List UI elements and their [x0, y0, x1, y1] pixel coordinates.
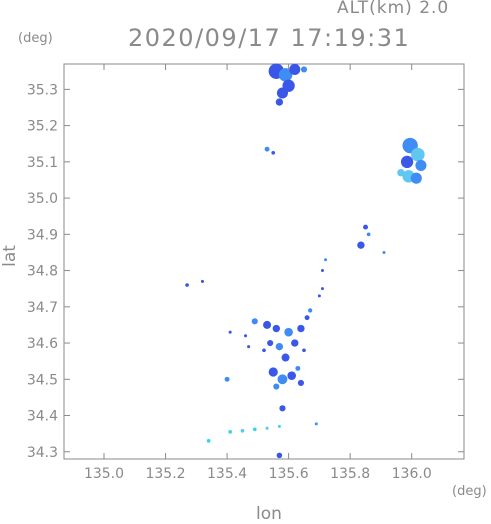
y-tick-label: 34.9 — [27, 227, 58, 243]
echo-cell — [308, 308, 313, 313]
plot-frame — [63, 63, 465, 460]
echo-cell — [262, 348, 266, 353]
echo-cell — [252, 427, 257, 432]
echo-cell — [278, 68, 293, 82]
y-tick-label: 34.5 — [27, 372, 58, 388]
echo-cell — [287, 371, 297, 380]
echo-cell — [314, 422, 318, 426]
echo-cell — [415, 159, 427, 172]
echo-cell — [277, 374, 288, 385]
echo-cell — [277, 424, 281, 428]
x-tick-label: 135.4 — [207, 466, 247, 482]
echo-cell — [279, 405, 286, 412]
tick-layer: 135.0 135.2 135.4 135.6 135.8 136.0 34.3 34.4 34… — [27, 64, 464, 482]
y-tick-label: 35.2 — [27, 119, 58, 135]
x-tick-label: 136.0 — [392, 466, 432, 482]
echo-cell — [363, 224, 368, 230]
datetime-title: 2020/09/17 17:19:31 — [128, 24, 411, 52]
echo-cell — [297, 324, 305, 333]
echo-cell — [297, 379, 304, 386]
echo-cell — [291, 339, 299, 347]
echo-cell — [267, 339, 274, 347]
echo-cell — [224, 376, 230, 382]
echo-cell — [244, 334, 248, 338]
echo-cell — [304, 315, 310, 321]
echo-cell — [247, 345, 251, 349]
y-unit-label: (deg) — [18, 31, 53, 46]
echo-cell — [411, 147, 425, 162]
echo-cell — [263, 320, 272, 329]
x-tick-label: 135.8 — [330, 466, 370, 482]
y-tick-label: 35.0 — [27, 191, 58, 207]
echo-cell — [400, 155, 414, 168]
echo-cell — [289, 63, 301, 75]
echo-cell — [302, 348, 306, 353]
x-tick-label: 135.6 — [269, 466, 309, 482]
echo-cell — [275, 98, 284, 106]
echo-cell — [276, 452, 283, 459]
y-tick-label: 34.6 — [27, 336, 58, 352]
y-tick-label: 34.8 — [27, 264, 58, 280]
echo-cell — [320, 269, 324, 273]
echo-cell — [410, 172, 422, 184]
echo-cell — [320, 287, 324, 291]
echo-cell — [273, 383, 280, 390]
echo-cell — [271, 150, 276, 155]
x-axis-label: lon — [256, 504, 282, 524]
x-tick-label: 135.2 — [145, 466, 185, 482]
echo-cell — [366, 232, 371, 237]
echo-cell — [284, 327, 293, 337]
echo-cell — [240, 428, 245, 433]
echo-cell — [206, 439, 211, 443]
echo-cell — [397, 169, 405, 177]
echo-cell — [324, 258, 328, 262]
echo-cell — [272, 324, 280, 333]
altitude-label: ALT(km) 2.0 — [337, 0, 450, 18]
echo-cell — [264, 146, 270, 152]
echo-cell — [268, 367, 278, 377]
echo-cell — [200, 279, 204, 283]
echo-cell — [295, 365, 301, 371]
echo-cell — [317, 294, 321, 298]
echo-cell — [357, 241, 365, 249]
x-tick-label: 135.0 — [84, 466, 124, 482]
echo-cell — [228, 330, 232, 334]
echo-cell — [251, 318, 258, 325]
echo-cell — [275, 342, 284, 351]
y-tick-label: 34.7 — [27, 300, 58, 316]
y-tick-label: 34.3 — [27, 445, 58, 461]
echo-layer — [185, 63, 427, 459]
echo-cell — [228, 429, 232, 434]
echo-cell — [382, 250, 386, 254]
echo-cell — [265, 426, 269, 430]
y-tick-label: 35.3 — [27, 82, 58, 98]
y-tick-label: 35.1 — [27, 155, 58, 171]
echo-cell — [282, 79, 295, 92]
echo-cell — [300, 66, 308, 73]
y-tick-label: 34.4 — [27, 409, 58, 425]
echo-cell — [185, 283, 189, 287]
x-unit-label: (deg) — [452, 484, 487, 499]
echo-cell — [281, 353, 290, 362]
